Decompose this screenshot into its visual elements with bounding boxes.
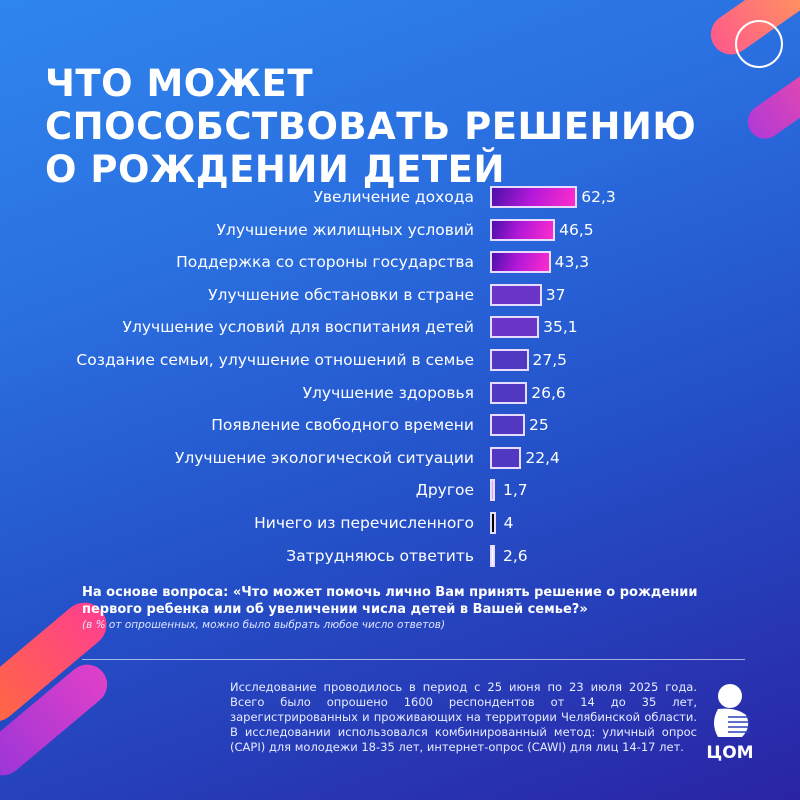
value-label: 62,3	[581, 188, 616, 206]
bar	[490, 544, 495, 567]
bar	[490, 381, 528, 404]
category-label: Улучшение жилищных условий	[216, 220, 474, 239]
bar-row: Улучшение условий для воспитания детей 35…	[0, 316, 800, 342]
value-label: 22,4	[525, 448, 560, 467]
bar	[490, 218, 556, 241]
category-label: Улучшение экологической ситуации	[174, 448, 474, 467]
value-label: 1,7	[503, 481, 528, 500]
bar-row: Улучшение экологической ситуации 22,4	[0, 446, 800, 473]
bar	[490, 414, 525, 437]
bar-row: Улучшение здоровья 26,6	[0, 381, 800, 408]
value-label: 46,5	[559, 220, 594, 239]
value-label: 2,6	[503, 546, 528, 565]
category-label: Улучшение условий для воспитания детей	[122, 318, 474, 337]
bar	[490, 349, 529, 371]
value-label: 4	[503, 514, 514, 532]
bar-row: Другое 1,7	[0, 479, 800, 505]
bar	[490, 283, 542, 306]
bar-row: Улучшение обстановки в стране 37	[0, 283, 800, 310]
page-title: ЧТО МОЖЕТ СПОСОБСТВОВАТЬ РЕШЕНИЮ О РОЖДЕ…	[45, 62, 697, 191]
bar	[490, 251, 551, 274]
decor-circle	[735, 20, 783, 68]
methodology-text: Исследование проводилось в период с 25 и…	[230, 680, 697, 754]
value-label: 27,5	[532, 351, 568, 369]
category-label: Улучшение обстановки в стране	[208, 285, 474, 304]
bar-row: Затрудняюсь ответить 2,6	[0, 544, 800, 571]
value-label: 37	[545, 285, 566, 304]
question-text: На основе вопроса: «Что может помочь лич…	[82, 585, 698, 617]
value-label: 35,1	[543, 318, 578, 337]
bar	[490, 186, 578, 208]
bar-row: Увеличение дохода 62,3	[0, 186, 800, 212]
note-text: (в % от опрошенных, можно было выбрать л…	[82, 619, 446, 631]
category-label: Затрудняюсь ответить	[286, 546, 474, 565]
bar	[490, 446, 522, 469]
category-label: Улучшение здоровья	[302, 383, 474, 402]
logo-figure-icon	[714, 684, 750, 737]
category-label: Появление свободного времени	[211, 416, 474, 435]
category-label: Ничего из перечисленного	[254, 514, 474, 532]
bar-row: Создание семьи, улучшение отношений в се…	[0, 349, 800, 375]
bar-row: Ничего из перечисленного 4	[0, 512, 800, 538]
bar-row: Поддержка со стороны государства 43,3	[0, 251, 800, 277]
tsom-logo: ЦОМ	[700, 683, 760, 763]
divider	[82, 659, 745, 660]
bar	[490, 512, 496, 534]
logo-text: ЦОМ	[706, 743, 754, 763]
bar	[490, 479, 495, 502]
category-label: Увеличение дохода	[313, 188, 474, 206]
bar	[490, 316, 540, 339]
value-label: 43,3	[554, 253, 590, 272]
category-label: Другое	[415, 481, 474, 500]
category-label: Создание семьи, улучшение отношений в се…	[76, 351, 474, 369]
bar-row: Появление свободного времени 25	[0, 414, 800, 440]
category-label: Поддержка со стороны государства	[176, 253, 474, 272]
value-label: 25	[529, 416, 549, 435]
bar-row: Улучшение жилищных условий 46,5	[0, 218, 800, 245]
value-label: 26,6	[531, 383, 566, 402]
